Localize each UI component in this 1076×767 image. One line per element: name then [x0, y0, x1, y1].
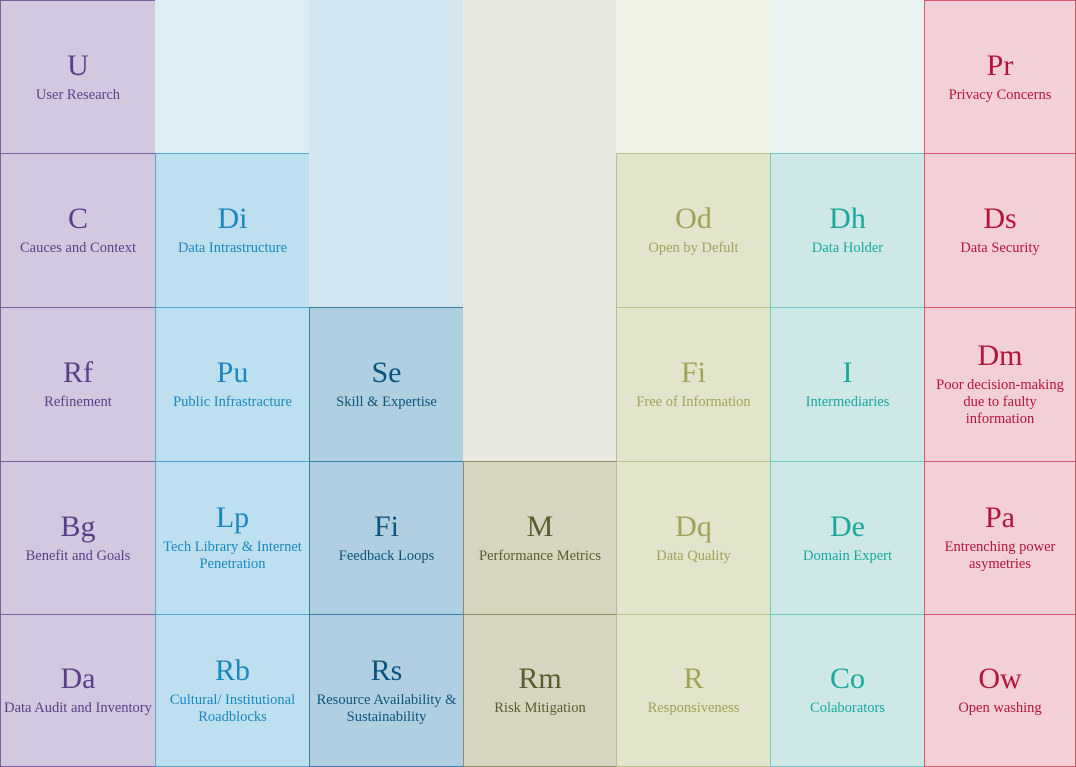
- element-symbol: Bg: [60, 509, 96, 543]
- element-name: Free of Information: [636, 394, 751, 410]
- element-symbol: Se: [371, 356, 402, 389]
- element-cell: Rm Risk Mitigation: [463, 614, 617, 767]
- element-symbol: Fi: [373, 509, 400, 543]
- element-symbol: Da: [60, 662, 96, 695]
- column-6: Dh Data Holder I Intermediaries De Domain Exp…: [770, 0, 925, 767]
- element-cell: Rf Refinement: [0, 307, 156, 462]
- element-symbol: Ds: [983, 202, 1017, 235]
- element-cell: Da Data Audit and Inventory: [0, 614, 156, 767]
- element-name: Feedback Loops: [338, 547, 435, 564]
- column-3: Se Skill & Expertise Fi Feedback Loops Rs Res…: [309, 0, 464, 767]
- element-cell: De Domain Expert: [770, 461, 925, 615]
- column-2: Di Data Intrastructure Pu Public Infrastrac…: [155, 0, 310, 767]
- element-cell: Ds Data Security: [924, 153, 1076, 308]
- element-cell: Rs Resource Availability & Sustainability: [309, 614, 464, 767]
- element-cell: Pu Public Infrastracture: [155, 307, 310, 462]
- element-name: Data Security: [960, 240, 1040, 256]
- element-name: Poor decision-making due to faulty infor…: [936, 377, 1064, 427]
- element-cell: Lp Tech Library & Internet Penetration: [155, 461, 310, 615]
- element-symbol: Pa: [985, 501, 1015, 534]
- element-symbol: Dm: [977, 339, 1023, 372]
- element-cell: Dm Poor decision-making due to faulty inf…: [924, 307, 1076, 462]
- element-cell: Dh Data Holder: [770, 153, 925, 308]
- element-name: Data Holder: [811, 240, 884, 256]
- element-name: Privacy Concerns: [948, 86, 1052, 103]
- element-name: Public Infrastracture: [173, 394, 292, 410]
- element-cell: Ow Open washing: [924, 614, 1076, 767]
- element-name: Open by Defult: [648, 240, 739, 256]
- column-1: U User Research C Cauces and Context Rf Refin…: [0, 0, 156, 767]
- element-symbol: Lp: [215, 501, 250, 534]
- element-symbol: Pu: [216, 356, 249, 389]
- column-7: Pr Privacy Concerns Ds Data Security Dm Poor …: [924, 0, 1076, 767]
- element-name: Skill & Expertise: [336, 394, 437, 410]
- element-cell: Co Colaborators: [770, 614, 925, 767]
- element-cell: C Cauces and Context: [0, 153, 156, 308]
- element-cell: Rb Cultural/ Institutional Roadblocks: [155, 614, 310, 767]
- element-symbol: Di: [217, 202, 248, 235]
- element-cell: Se Skill & Expertise: [309, 307, 464, 462]
- element-symbol: Rs: [370, 653, 403, 687]
- element-name: Refinement: [44, 394, 112, 410]
- element-name: User Research: [35, 86, 121, 103]
- element-symbol: R: [683, 662, 704, 695]
- element-name: Cauces and Context: [20, 240, 136, 256]
- element-cell: Di Data Intrastructure: [155, 153, 310, 308]
- element-cell: Pr Privacy Concerns: [924, 0, 1076, 154]
- element-name: Resource Availability & Sustainability: [316, 691, 457, 725]
- element-symbol: Co: [829, 662, 865, 695]
- element-cell: Fi Free of Information: [616, 307, 771, 462]
- element-name: Data Quality: [656, 547, 731, 564]
- element-symbol: M: [526, 509, 554, 543]
- element-name: Performance Metrics: [479, 547, 601, 564]
- element-name: Responsiveness: [647, 700, 740, 716]
- element-symbol: De: [830, 509, 865, 543]
- element-symbol: Dh: [829, 202, 866, 235]
- element-name: Colaborators: [810, 700, 885, 716]
- element-symbol: Rb: [214, 653, 250, 687]
- element-cell: Bg Benefit and Goals: [0, 461, 156, 615]
- element-name: Data Audit and Inventory: [4, 700, 152, 716]
- element-cell: Pa Entrenching power asymetries: [924, 461, 1076, 615]
- element-name: Data Intrastructure: [177, 240, 288, 256]
- element-symbol: Dq: [675, 509, 712, 543]
- element-cell: M Performance Metrics: [463, 461, 617, 615]
- element-symbol: Pr: [986, 48, 1014, 82]
- element-name: Open washing: [958, 700, 1042, 716]
- element-cell: Dq Data Quality: [616, 461, 771, 615]
- element-name: Benefit and Goals: [25, 547, 131, 564]
- element-cell: Od Open by Defult: [616, 153, 771, 308]
- element-name: Risk Mitigation: [494, 700, 586, 716]
- element-symbol: U: [67, 48, 89, 82]
- element-symbol: Rm: [518, 662, 562, 695]
- element-symbol: C: [67, 202, 88, 235]
- element-cell: U User Research: [0, 0, 156, 154]
- element-name: Tech Library & Internet Penetration: [163, 539, 302, 572]
- element-name: Entrenching power asymetries: [944, 539, 1056, 572]
- element-name: Domain Expert: [803, 547, 892, 564]
- column-4: M Performance Metrics Rm Risk Mitigation: [463, 0, 617, 767]
- element-symbol: Ow: [978, 662, 1022, 695]
- element-cell: I Intermediaries: [770, 307, 925, 462]
- element-symbol: Rf: [63, 356, 93, 389]
- element-cell: Fi Feedback Loops: [309, 461, 464, 615]
- element-name: Intermediaries: [805, 394, 890, 410]
- element-symbol: Od: [675, 202, 712, 235]
- element-cell: R Responsiveness: [616, 614, 771, 767]
- element-symbol: Fi: [680, 356, 707, 389]
- column-5: Od Open by Defult Fi Free of Information Dq D…: [616, 0, 771, 767]
- element-symbol: I: [842, 356, 853, 389]
- element-name: Cultural/ Institutional Roadblocks: [169, 691, 296, 725]
